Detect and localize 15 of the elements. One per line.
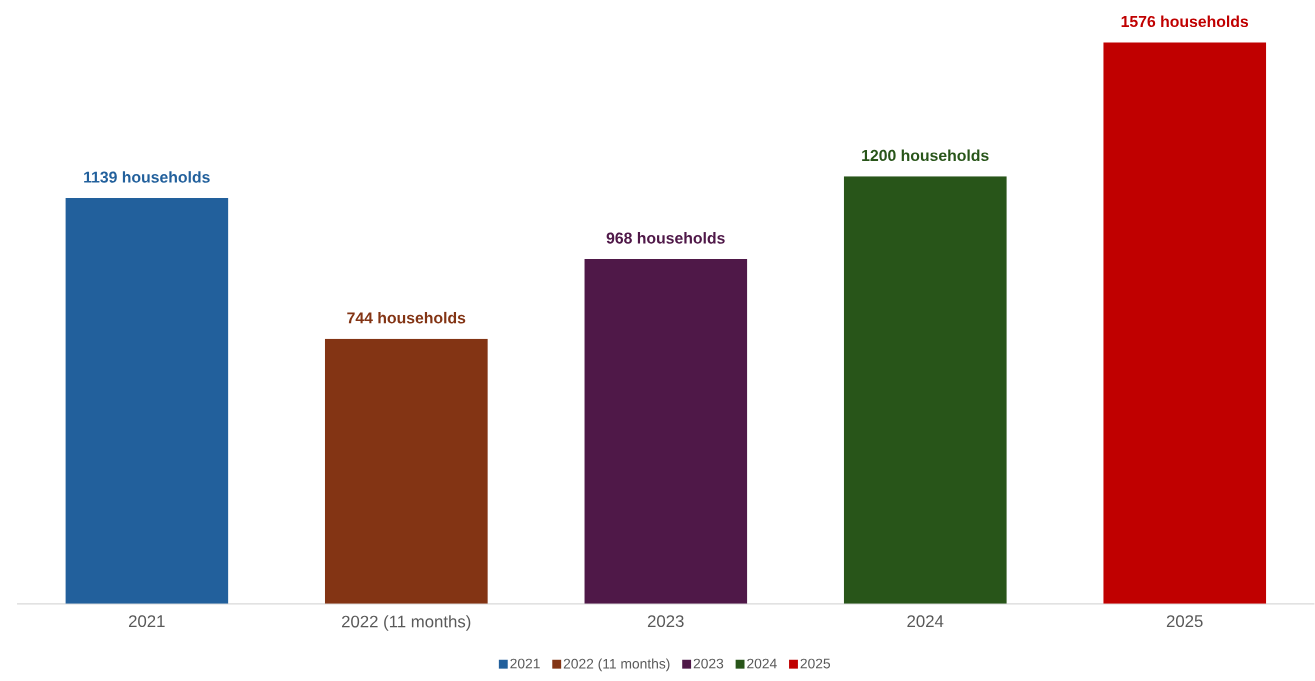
x-tick-label: 2025 [1166, 615, 1203, 628]
x-tick-label: 2022 (11 months) [342, 615, 471, 631]
data-label: 968 households [606, 232, 725, 244]
x-tick-label: 2024 [907, 615, 944, 628]
legend-label: 2022 (11 months) [563, 658, 670, 672]
legend-label: 2025 [800, 658, 831, 669]
x-tick-label: 2021 [128, 615, 165, 628]
legend-label: 2024 [747, 658, 777, 669]
legend-label: 2023 [693, 658, 724, 669]
x-tick-label: 2023 [647, 615, 684, 628]
data-label: 1200 households [862, 149, 989, 162]
data-label: 1576 households [1121, 15, 1249, 28]
legend-label: 2021 [510, 658, 540, 669]
data-label: 744 households [347, 311, 466, 324]
data-label: 1139 households [84, 171, 210, 183]
